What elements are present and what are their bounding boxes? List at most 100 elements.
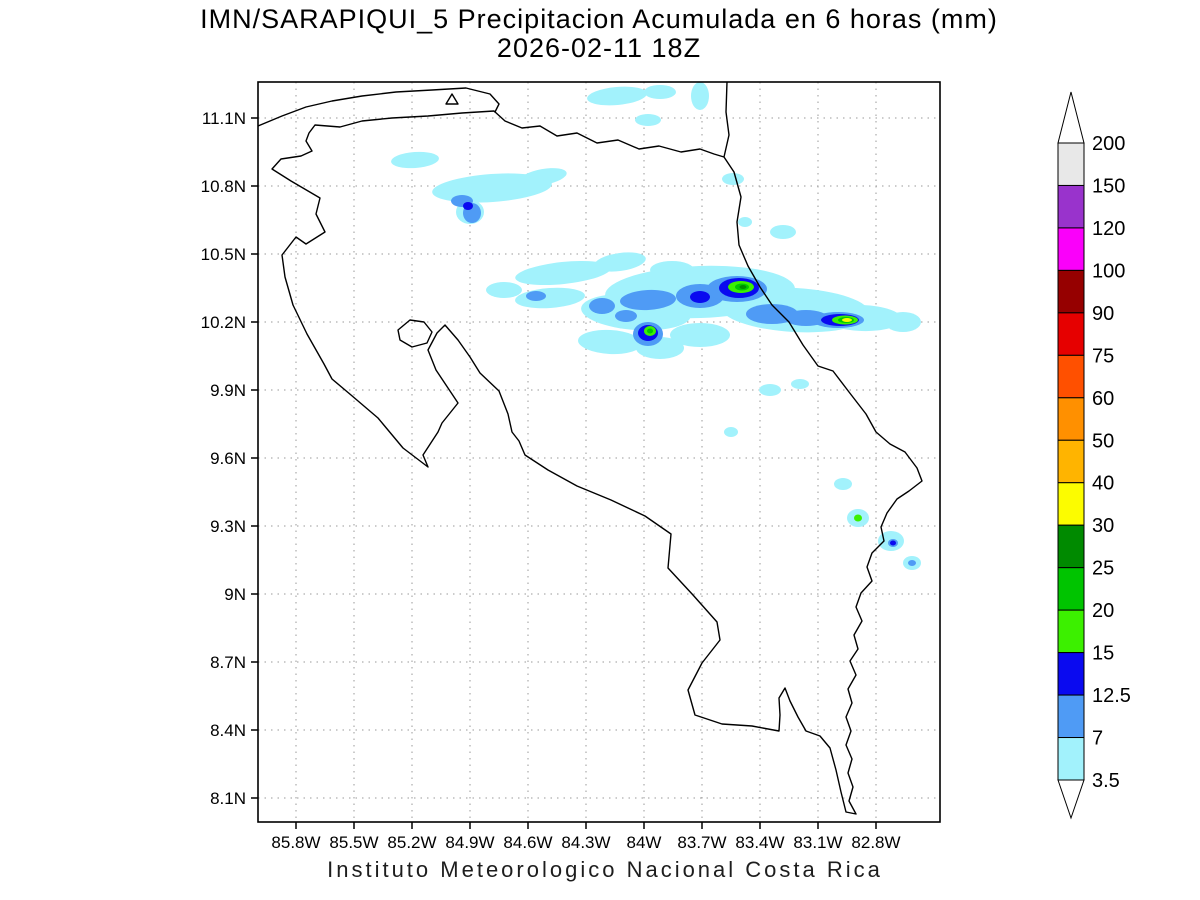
precip-cell-20-25 (647, 328, 653, 334)
precip-cell-7-12.5 (620, 289, 676, 311)
colorbar-segment-20 (1057, 567, 1085, 611)
colorbar-label: 75 (1092, 345, 1114, 367)
coastline-layer (258, 82, 923, 815)
lat-tick-label: 9.6N (210, 449, 246, 468)
precip-cell-3.5-7 (635, 114, 661, 126)
precip-cell-3.5-7 (770, 225, 796, 239)
precip-cell-25-30 (739, 285, 747, 289)
colorbar: 200 150 120 100 90 75 60 50 40 30 25 20 15 12.5 7 3.5 (1057, 91, 1131, 820)
colorbar-segment-75 (1057, 312, 1085, 356)
lon-tick-label: 85.2W (387, 833, 436, 852)
precip-cell-3.5-7 (738, 217, 752, 227)
colorbar-segment-12.5 (1057, 652, 1085, 696)
precip-cell-3.5-7 (724, 427, 738, 437)
colorbar-segment-7 (1057, 694, 1085, 739)
lat-tick-label: 8.4N (210, 721, 246, 740)
precip-cell-3.5-7 (578, 329, 642, 355)
lat-tick-label: 8.1N (210, 789, 246, 808)
precip-cell-3.5-7 (519, 168, 567, 186)
precip-cell-3.5-7 (791, 379, 809, 389)
precip-cell-3.5-7 (587, 86, 647, 106)
precip-cell-7-12.5 (526, 291, 546, 301)
lat-tick-label: 11.1N (202, 109, 246, 128)
precip-cell-3.5-7 (691, 82, 709, 110)
precip-cell-7-12.5 (589, 298, 615, 314)
lon-tick-label: 83.1W (793, 833, 842, 852)
colorbar-segment-120 (1057, 184, 1085, 229)
colorbar-label: 7 (1092, 728, 1103, 750)
figure-caption: Instituto Meteorologico Nacional Costa R… (327, 857, 883, 882)
precipitation-layer (391, 82, 921, 570)
precip-cell-3.5-7 (834, 478, 852, 490)
colorbar-label: 150 (1092, 175, 1125, 197)
precip-cell-3.5-7 (759, 384, 781, 396)
colorbar-segment-50 (1057, 397, 1085, 441)
precip-cell-3.5-7 (644, 85, 676, 99)
lon-tick-label: 83.4W (735, 833, 784, 852)
colorbar-arrow-top (1057, 91, 1085, 144)
coastline-path-2 (445, 93, 459, 105)
colorbar-segment-3.5 (1057, 737, 1085, 781)
precip-cell-12.5-15 (463, 202, 473, 210)
precip-cell-12.5-15 (890, 540, 896, 546)
colorbar-label: 60 (1092, 388, 1114, 410)
colorbar-label: 3.5 (1092, 770, 1120, 792)
colorbar-segment-60 (1057, 354, 1085, 399)
lat-tick-label: 9.9N (210, 381, 246, 400)
lon-tick-label: 84.6W (503, 833, 552, 852)
colorbar-label: 15 (1092, 643, 1114, 665)
colorbar-label: 120 (1092, 218, 1125, 240)
precip-cell-7-12.5 (615, 310, 637, 322)
plot-border (257, 81, 941, 823)
colorbar-label: 30 (1092, 515, 1114, 537)
figure-subtitle: 2026-02-11 18Z (497, 33, 701, 63)
precip-cell-30-40 (842, 318, 852, 322)
precip-cell-7-12.5 (908, 560, 916, 566)
axes-layer: 85.8W 85.5W 85.2W 84.9W 84.6W 84.3W 84W 83.7W 83… (201, 109, 901, 852)
lat-tick-label: 10.5N (201, 245, 246, 264)
precip-cell-3.5-7 (885, 312, 921, 332)
lon-tick-label: 85.8W (271, 833, 320, 852)
colorbar-label: 25 (1092, 558, 1114, 580)
lon-tick-label: 82.8W (851, 833, 900, 852)
colorbar-arrow-bottom (1057, 779, 1085, 820)
coastline-path-1 (258, 87, 500, 127)
colorbar-segment-15 (1057, 609, 1085, 654)
precip-cell-15-20 (854, 514, 862, 522)
colorbar-label: 90 (1092, 303, 1114, 325)
coastline-path-3 (397, 319, 433, 348)
precip-cell-12.5-15 (690, 291, 710, 303)
precip-cell-3.5-7 (594, 252, 646, 272)
figure-title: IMN/SARAPIQUI_5 Precipitacion Acumulada … (200, 4, 998, 34)
colorbar-segment-150 (1057, 142, 1085, 186)
colorbar-label: 20 (1092, 600, 1114, 622)
plot-frame (257, 81, 941, 823)
colorbar-segment-25 (1057, 524, 1085, 569)
lat-tick-label: 8.7N (210, 653, 246, 672)
lat-tick-label: 9.3N (210, 517, 246, 536)
precip-cell-3.5-7 (391, 151, 439, 169)
lon-tick-label: 84.3W (561, 833, 610, 852)
precip-cell-3.5-7 (515, 260, 611, 286)
precip-cell-3.5-7 (722, 173, 744, 185)
colorbar-label: 50 (1092, 430, 1114, 452)
precip-cell-3.5-7 (670, 323, 730, 347)
colorbar-label: 40 (1092, 473, 1114, 495)
lat-tick-label: 10.2N (201, 313, 246, 332)
colorbar-segment-30 (1057, 482, 1085, 526)
colorbar-label: 12.5 (1092, 685, 1131, 707)
lon-tick-label: 84.9W (445, 833, 494, 852)
lat-tick-label: 9N (224, 585, 246, 604)
colorbar-segment-100 (1057, 227, 1085, 271)
colorbar-segment-90 (1057, 269, 1085, 314)
coastline-path-0 (271, 82, 923, 815)
precip-cell-3.5-7 (486, 282, 522, 298)
lon-tick-label: 85.5W (329, 833, 378, 852)
colorbar-segment-40 (1057, 439, 1085, 484)
colorbar-label: 100 (1092, 260, 1125, 282)
lon-tick-label: 84W (627, 833, 662, 852)
colorbar-label: 200 (1092, 133, 1125, 155)
